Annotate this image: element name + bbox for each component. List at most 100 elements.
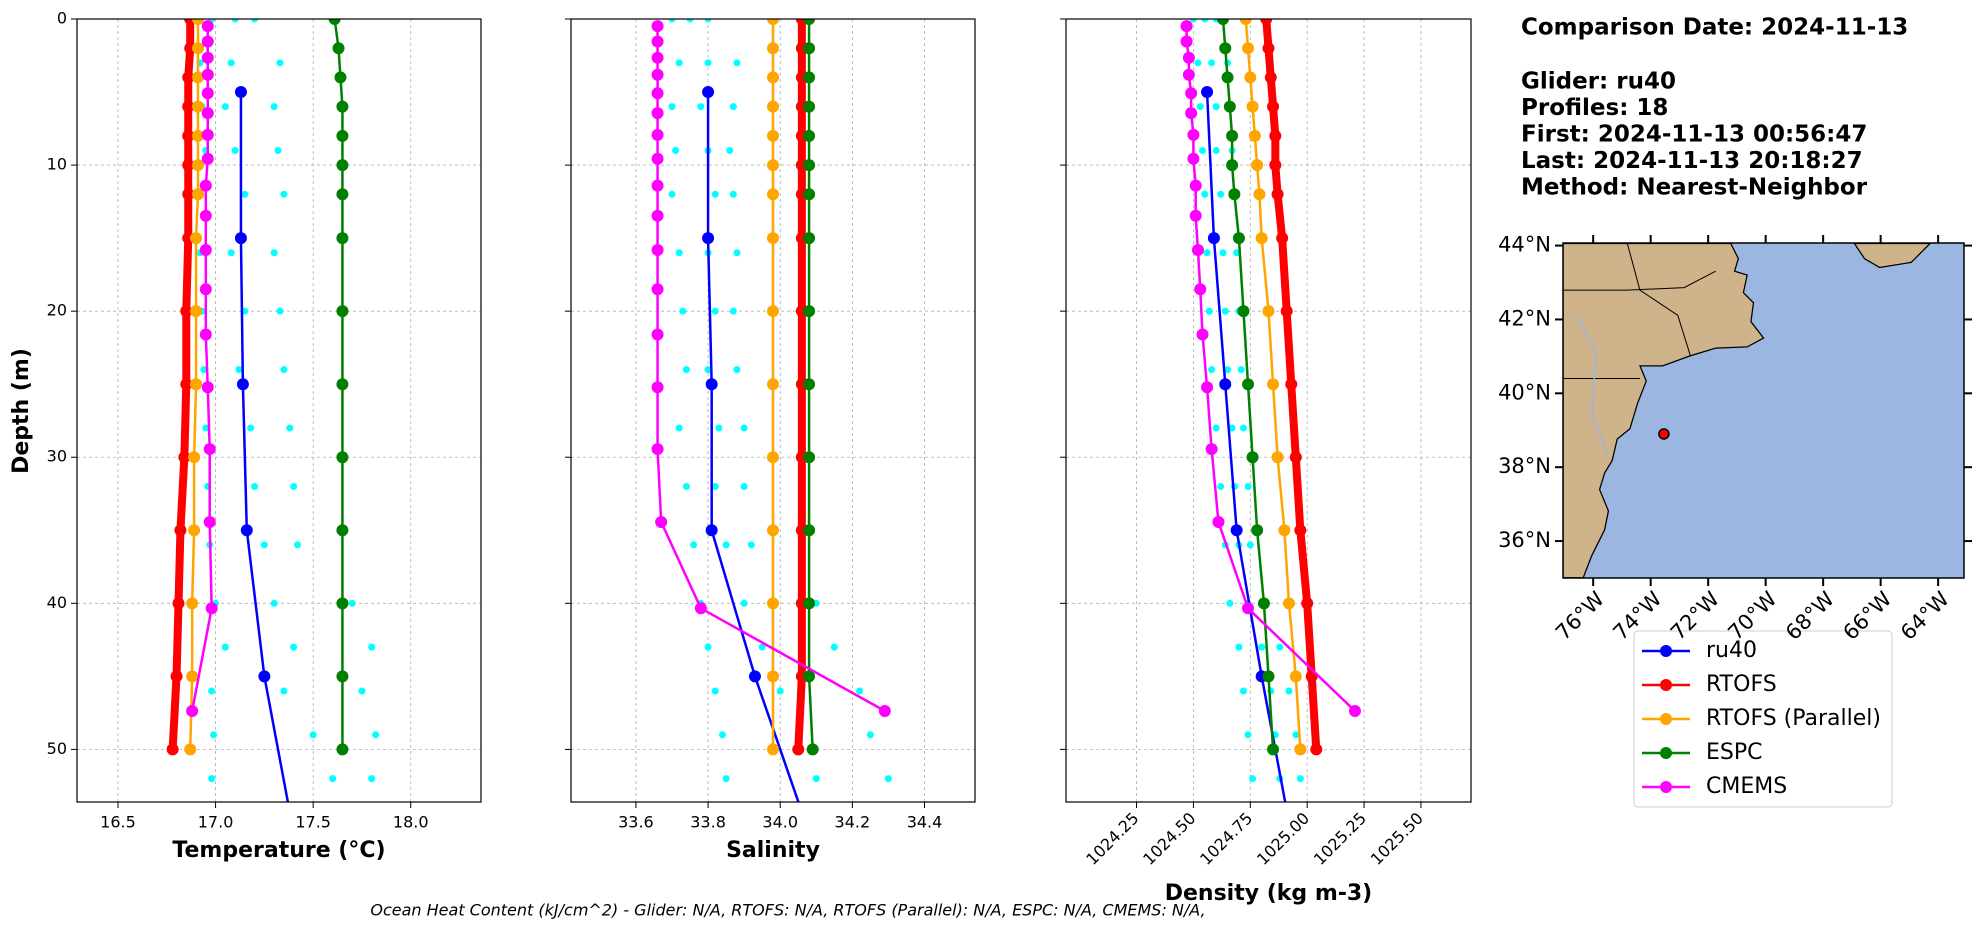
profile-marker (192, 19, 205, 25)
profile-marker (1212, 515, 1225, 528)
profile-marker (258, 670, 271, 683)
profile-marker (767, 100, 779, 113)
profile-marker (199, 243, 212, 256)
profile-marker (792, 743, 805, 756)
profile-marker (328, 19, 341, 25)
glider-point (740, 482, 748, 490)
profile-marker (1219, 42, 1232, 55)
profile-marker (1253, 188, 1266, 201)
profile-marker (651, 68, 664, 81)
profile-marker (336, 378, 349, 391)
profile-marker (201, 152, 214, 165)
x-tick-label: 1024.50 (1139, 809, 1199, 869)
profile-marker (878, 704, 891, 717)
legend-marker (1660, 781, 1672, 793)
profile-marker (201, 68, 214, 81)
glider-point (270, 599, 278, 607)
glider-point (758, 643, 766, 651)
profile-marker (1260, 19, 1273, 25)
glider-point (251, 482, 259, 490)
x-tick-label: 18.0 (393, 813, 429, 832)
profile-marker (705, 524, 718, 537)
profile-marker (1289, 670, 1302, 683)
glider-point (286, 424, 294, 432)
glider-point (682, 366, 690, 374)
profile-marker (192, 42, 205, 55)
profile-marker (205, 602, 218, 615)
glider-point (697, 103, 705, 111)
legend-label: RTOFS (Parallel) (1706, 706, 1881, 731)
profile-marker (767, 743, 779, 756)
profile-marker (803, 71, 816, 84)
glider-point (1205, 307, 1213, 315)
glider-point (358, 687, 366, 695)
glider-point (368, 775, 376, 783)
profile-marker (1201, 381, 1214, 394)
profile-marker (1242, 602, 1255, 615)
profile-marker (803, 378, 816, 391)
profile-marker (174, 524, 187, 537)
info-line: Profiles: 18 (1521, 95, 1668, 121)
profile-marker (1194, 283, 1207, 296)
profile-marker (1262, 305, 1275, 318)
profile-marker (651, 51, 664, 64)
glider-point (1258, 643, 1266, 651)
glider-point (210, 731, 218, 739)
profile-marker (767, 378, 779, 391)
profile-marker (1196, 328, 1209, 341)
profile-marker (651, 283, 664, 296)
profile-marker (188, 451, 201, 464)
profile-marker (336, 743, 349, 756)
legend-label: ru40 (1706, 638, 1757, 663)
glider-point (1233, 249, 1241, 257)
profile-marker (1251, 159, 1264, 172)
profile-marker (1205, 443, 1218, 456)
profile-marker (1246, 451, 1259, 464)
profile-marker (336, 188, 349, 201)
profile-marker (1232, 232, 1245, 245)
glider-point (202, 424, 210, 432)
profile-marker (1264, 71, 1277, 84)
profile-marker (336, 232, 349, 245)
profile-marker (767, 670, 779, 683)
map-x-tick-label: 76°W (1551, 587, 1609, 645)
profile-marker (1230, 524, 1243, 537)
glider-point (812, 775, 820, 783)
glider-point (1199, 146, 1207, 154)
profile-marker (201, 107, 214, 120)
glider-point (733, 366, 741, 374)
glider-point (251, 19, 259, 23)
profile-marker (1248, 129, 1261, 142)
glider-point (1235, 643, 1243, 651)
glider-point (1249, 775, 1257, 783)
profile-marker (1278, 524, 1291, 537)
profile-marker (651, 107, 664, 120)
glider-point (675, 424, 683, 432)
glider-point (348, 599, 356, 607)
glider-point (733, 249, 741, 257)
profile-marker (767, 524, 779, 537)
profile-line (239, 92, 290, 802)
x-tick-label: 34.2 (835, 813, 871, 832)
profile-marker (1191, 243, 1204, 256)
glider-point (1201, 190, 1209, 198)
profile-marker (201, 381, 214, 394)
profile-marker (1219, 378, 1232, 391)
profile-marker (1228, 188, 1241, 201)
profile-marker (1262, 42, 1275, 55)
profile-marker (1257, 597, 1270, 610)
glider-point (241, 190, 249, 198)
glider-point (231, 19, 239, 23)
profile-marker (336, 129, 349, 142)
info-line: Method: Nearest-Neighbor (1521, 175, 1868, 201)
glider-point (747, 541, 755, 549)
profile-marker (803, 159, 816, 172)
info-line: Last: 2024-11-13 20:18:27 (1521, 148, 1863, 174)
profile-marker (1310, 743, 1323, 756)
profile-marker (188, 524, 201, 537)
legend-label: CMEMS (1706, 774, 1787, 799)
legend-marker (1660, 713, 1672, 725)
glider-point (270, 103, 278, 111)
profile-marker (1262, 670, 1275, 683)
profile-marker (182, 129, 195, 142)
